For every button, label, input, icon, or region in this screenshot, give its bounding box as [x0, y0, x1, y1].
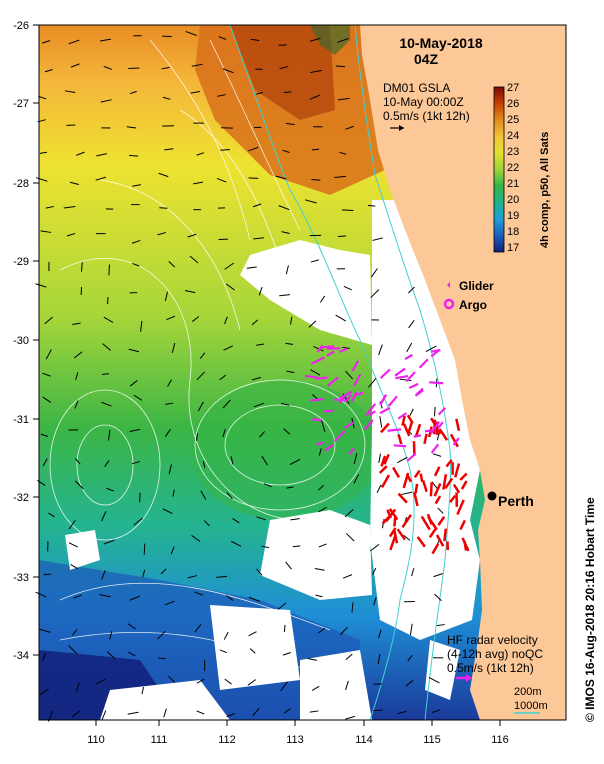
y-tick-label: -27 [13, 98, 29, 110]
hf-line2: (4-12h avg) noQC [447, 647, 543, 661]
colorbar-tick: 23 [507, 146, 519, 158]
glider-vector-arrow [324, 411, 334, 412]
argo-label: Argo [459, 298, 487, 312]
hf-radar-arrow [394, 516, 395, 527]
glider-vector-arrow [311, 399, 324, 400]
title-date: 10-May-2018 [399, 35, 482, 51]
x-tick-label: 115 [423, 734, 441, 746]
gsla-vector-arrow [338, 236, 346, 237]
y-tick: -28 [13, 178, 39, 190]
x-tick: 110 [87, 720, 105, 746]
y-tick-label: -26 [13, 20, 29, 32]
y-tick: -26 [13, 20, 39, 32]
gsla-vector-arrow [342, 210, 354, 211]
glider-vector-arrow [334, 399, 346, 400]
colorbar-tick: 19 [507, 210, 519, 222]
plot-area [39, 25, 566, 720]
gsla-line2: 10-May 00:00Z [383, 95, 464, 109]
gsla-vector-arrow [144, 544, 145, 555]
colorbar-tick: 27 [507, 82, 519, 94]
colorbar-tick: 17 [507, 242, 519, 254]
credit-text: © IMOS 16-Aug-2018 20:16 Hobart Time [583, 497, 597, 722]
colorbar-tick: 24 [507, 130, 519, 142]
city-label: Perth [498, 493, 534, 509]
gsla-line3: 0.5m/s (1kt 12h) [383, 109, 470, 123]
colorbar-tick: 20 [507, 194, 519, 206]
x-axis: 110 111 112 113 114 115 116 [87, 720, 509, 746]
y-axis: -26 -27 -28 -29 -30 -31 -32 -33 -34 [13, 20, 39, 662]
y-tick: -34 [13, 650, 39, 662]
gsla-vector-arrow [368, 205, 375, 206]
x-tick: 111 [151, 720, 168, 746]
y-tick: -30 [13, 335, 39, 347]
x-tick: 113 [286, 720, 304, 746]
contour-200-label: 200m [514, 686, 542, 698]
y-tick: -32 [13, 492, 39, 504]
hf-radar-arrow [421, 474, 422, 482]
colorbar-tick: 18 [507, 226, 519, 238]
glider-vector-arrow [312, 419, 321, 420]
y-tick: -33 [13, 572, 39, 584]
x-tick-label: 113 [286, 734, 304, 746]
glider-vector-arrow [394, 445, 407, 446]
y-tick-label: -30 [13, 335, 29, 347]
gsla-vector-arrow [128, 68, 139, 69]
gsla-vector-arrow [109, 264, 110, 275]
x-tick-label: 116 [491, 734, 509, 746]
glider-vector-arrow [321, 346, 334, 347]
glider-vector-arrow [414, 436, 421, 437]
y-tick-label: -29 [13, 256, 29, 268]
gsla-vector-arrow [129, 155, 138, 156]
hf-line3: 0.5m/s (1kt 12h) [447, 661, 534, 675]
colorbar [494, 87, 504, 252]
x-tick: 115 [423, 720, 441, 746]
glider-vector-arrow [429, 382, 443, 383]
city-marker-icon [488, 492, 497, 501]
x-tick: 116 [491, 720, 509, 746]
glider-vector-arrow [425, 430, 434, 431]
y-tick-label: -33 [13, 572, 29, 584]
hf-radar-arrow [444, 529, 445, 541]
y-tick: -31 [13, 414, 39, 426]
gsla-line1: DM01 GSLA [383, 81, 450, 95]
glider-vector-arrow [305, 376, 318, 377]
x-tick: 114 [355, 720, 373, 746]
contour-1000-label: 1000m [514, 700, 548, 712]
glider-vector-arrow [431, 350, 440, 351]
x-tick-label: 114 [355, 734, 373, 746]
y-tick-label: -28 [13, 178, 29, 190]
colorbar-ticks: 27 26 25 24 23 22 21 20 19 18 17 [507, 82, 519, 254]
gsla-vector-arrow [336, 66, 345, 67]
gsla-vector-arrow [102, 374, 109, 375]
colorbar-tick: 26 [507, 98, 519, 110]
glider-label: Glider [459, 279, 494, 293]
gsla-vector-arrow [312, 149, 319, 150]
hf-line1: HF radar velocity [447, 633, 538, 647]
x-tick: 112 [218, 720, 236, 746]
title-time: 04Z [414, 51, 439, 67]
colorbar-tick: 21 [507, 178, 519, 190]
y-tick-label: -31 [13, 414, 29, 426]
colorbar-label: 4h comp, p50, All Sats [539, 132, 551, 248]
x-tick-label: 111 [151, 734, 168, 746]
y-tick: -27 [13, 98, 39, 110]
gsla-vector-arrow [373, 710, 382, 711]
colorbar-tick: 25 [507, 114, 519, 126]
x-tick-label: 112 [218, 734, 236, 746]
x-tick-label: 110 [87, 734, 105, 746]
y-tick: -29 [13, 256, 39, 268]
y-tick-label: -32 [13, 492, 29, 504]
y-tick-label: -34 [13, 650, 29, 662]
gsla-vector-arrow [284, 92, 292, 93]
gsla-vector-arrow [435, 407, 436, 416]
hf-radar-arrow [431, 482, 432, 496]
colorbar-tick: 22 [507, 162, 519, 174]
gsla-vector-arrow [44, 574, 51, 575]
hf-radar-arrow [416, 484, 418, 493]
glider-vector-arrow [388, 429, 402, 430]
